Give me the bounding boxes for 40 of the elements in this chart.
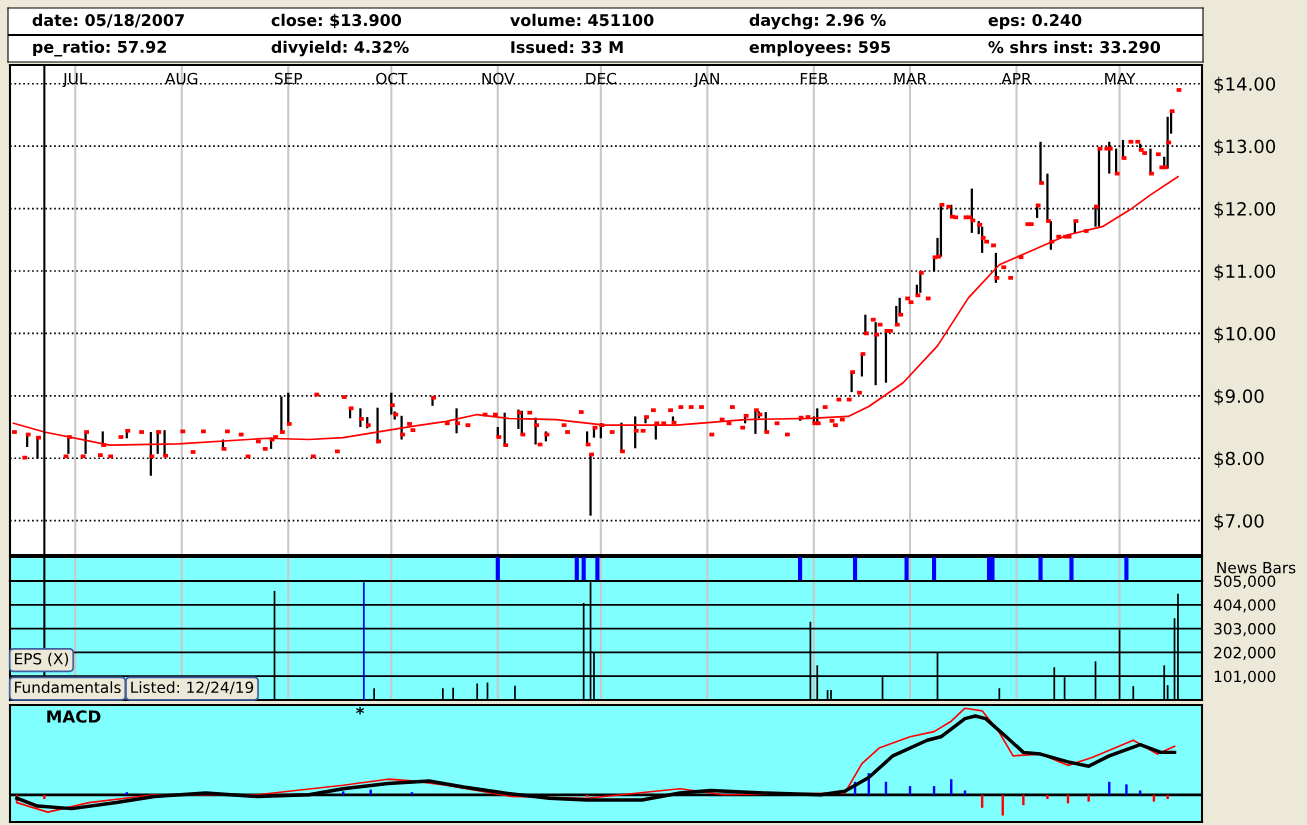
x-tick-label: APR [1001, 72, 1032, 85]
chart-title: MACD [47, 710, 101, 723]
text: close: $13.900 [271, 13, 402, 29]
annotation: Listed: 12/24/19 [131, 681, 254, 695]
y-tick-label: $8.00 [1214, 451, 1264, 468]
text: Issued: 33 M [511, 40, 623, 54]
y-tick-label: $12.00 [1214, 201, 1276, 219]
x-tick-label: MAR [894, 72, 927, 85]
text: employees: 595 [749, 40, 891, 57]
text: % shrs inst: 33.290 [988, 40, 1161, 54]
annotation: * [356, 706, 365, 715]
annotation: EPS (X) [15, 652, 69, 667]
y-tick-label: $11.00 [1214, 264, 1276, 281]
y-tick-label: $7.00 [1214, 513, 1264, 531]
text: divyield: 4.32% [271, 40, 409, 57]
text: pe_ratio: 57.92 [33, 40, 166, 57]
y-tick-label: $13.00 [1214, 139, 1276, 156]
y-tick-label: $10.00 [1214, 326, 1276, 343]
x-tick-label: JAN [693, 72, 719, 88]
text: daychg: 2.96 % [749, 13, 886, 30]
y-axis-title: News Bars [1217, 562, 1296, 574]
y-tick-label: 202,000 [1214, 646, 1276, 660]
y-tick-label: $14.00 [1214, 76, 1276, 94]
x-tick-label: DEC [586, 72, 617, 85]
annotation: Fundamentals [15, 681, 121, 694]
text: eps: 0.240 [988, 14, 1082, 30]
x-tick-label: OCT [376, 72, 408, 85]
y-tick-label: 101,000 [1214, 670, 1276, 684]
y-tick-label: 404,000 [1213, 599, 1276, 613]
y-tick-label: $9.00 [1214, 388, 1264, 406]
text: volume: 451100 [510, 13, 654, 27]
x-tick-label: SEP [274, 72, 303, 85]
x-tick-label: JUL [62, 72, 88, 88]
text: date: 05/18/2007 [32, 13, 184, 28]
x-tick-label: FEB [800, 72, 828, 85]
x-tick-label: NOV [482, 72, 515, 85]
y-tick-label: 303,000 [1214, 623, 1276, 637]
x-tick-label: MAY [1105, 72, 1136, 85]
x-tick-label: AUG [165, 72, 198, 85]
y-tick-label: 505,000 [1214, 575, 1276, 589]
